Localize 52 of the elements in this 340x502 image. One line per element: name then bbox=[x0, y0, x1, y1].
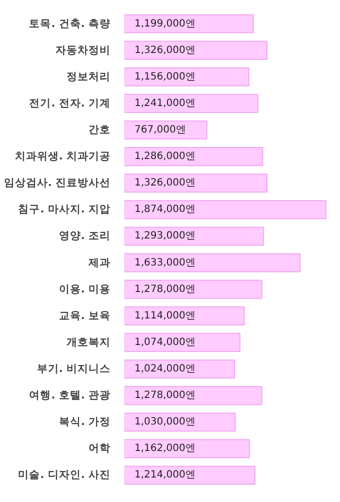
data-label: 1,024,000엔 bbox=[134, 364, 196, 374]
data-label: 1,278,000엔 bbox=[134, 284, 196, 295]
data-label: 767,000엔 bbox=[134, 124, 186, 136]
y-tick-label: 영양. 조리 bbox=[58, 230, 111, 242]
data-label: 1,286,000엔 bbox=[134, 151, 196, 162]
data-label: 1,214,000엔 bbox=[134, 470, 196, 481]
y-tick-label: 복식. 가정 bbox=[58, 416, 111, 428]
y-tick-label: 미술. 디자인. 사진 bbox=[18, 469, 111, 482]
bar bbox=[124, 386, 262, 406]
bar bbox=[124, 147, 264, 166]
data-label: 1,633,000엔 bbox=[134, 257, 196, 268]
y-tick-label: 자동차정비 bbox=[56, 44, 110, 56]
y-tick-label: 제과 bbox=[88, 256, 110, 269]
bar bbox=[124, 94, 258, 113]
bar bbox=[124, 280, 262, 299]
bar bbox=[124, 466, 256, 485]
bar bbox=[124, 200, 326, 220]
y-tick-label: 치과위생. 치과기공 bbox=[14, 150, 111, 163]
y-tick-label: 임상검사. 진료방사선 bbox=[4, 177, 111, 190]
y-tick-label: 토목. 건축. 측량 bbox=[29, 18, 111, 30]
data-label: 1,874,000엔 bbox=[134, 204, 196, 216]
data-label: 1,326,000엔 bbox=[134, 44, 196, 56]
bar bbox=[124, 306, 245, 326]
bar bbox=[124, 226, 264, 246]
data-label: 1,162,000엔 bbox=[134, 443, 196, 454]
bar bbox=[124, 253, 300, 272]
y-tick-label: 개호복지 bbox=[66, 336, 110, 348]
y-tick-label: 교육. 보육 bbox=[58, 310, 111, 322]
data-label: 1,293,000엔 bbox=[134, 230, 196, 242]
bar bbox=[124, 40, 268, 60]
data-label: 1,199,000엔 bbox=[134, 18, 196, 30]
y-tick-label: 전기. 전자. 기계 bbox=[29, 97, 111, 110]
data-label: 1,241,000엔 bbox=[134, 98, 196, 109]
data-label: 1,030,000엔 bbox=[134, 416, 196, 428]
data-label: 1,326,000엔 bbox=[134, 178, 196, 189]
y-tick-label: 간호 bbox=[88, 124, 110, 136]
y-tick-label: 부기. 비지니스 bbox=[36, 363, 111, 375]
y-tick-label: 이용. 미용 bbox=[58, 283, 111, 296]
data-label: 1,074,000엔 bbox=[134, 336, 196, 348]
y-tick-label: 어학 bbox=[88, 442, 110, 455]
bar bbox=[124, 332, 240, 352]
data-label: 1,114,000엔 bbox=[134, 310, 196, 322]
bar bbox=[124, 359, 236, 379]
bar bbox=[124, 67, 250, 86]
y-tick-label: 여행. 호텔. 관광 bbox=[29, 390, 111, 402]
bar bbox=[124, 439, 250, 458]
bar bbox=[124, 174, 268, 193]
data-label: 1,156,000엔 bbox=[134, 71, 196, 82]
y-tick-label: 정보처리 bbox=[66, 70, 110, 83]
data-label: 1,278,000엔 bbox=[134, 390, 196, 402]
y-tick-label: 침구. 마사지. 지압 bbox=[18, 204, 111, 216]
bar bbox=[124, 14, 254, 34]
